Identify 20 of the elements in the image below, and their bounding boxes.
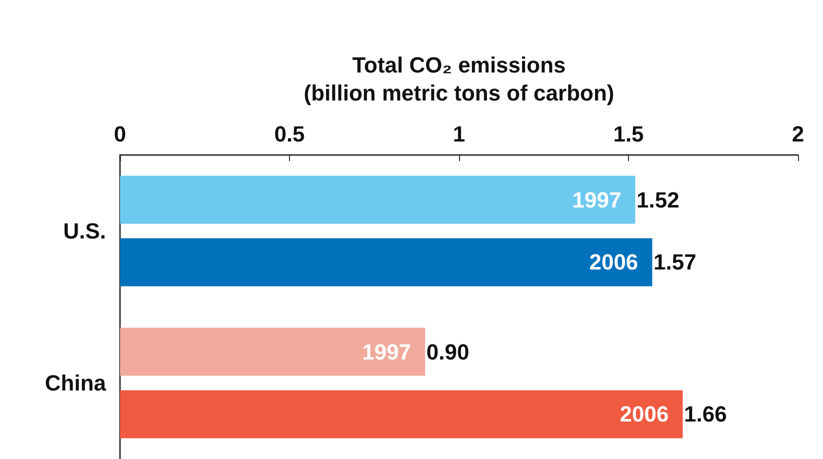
- x-axis-title: Total CO₂ emissions (billion metric tons of carbon): [304, 52, 614, 106]
- series-label: 2006: [589, 250, 638, 275]
- y-tick-label: U.S.: [63, 218, 106, 244]
- text: 2006: [620, 402, 669, 427]
- x-tick-label: 0.5: [274, 122, 305, 146]
- bar: [120, 238, 652, 286]
- text: 1997: [362, 339, 412, 364]
- x-tick-label: 1: [452, 122, 466, 146]
- x-tick-label: 1.5: [613, 122, 644, 146]
- data-label: 0.90: [426, 339, 470, 364]
- data-label: 1.52: [636, 187, 680, 212]
- bar: [120, 328, 426, 376]
- x-tick-label: 2: [792, 122, 804, 146]
- data-label: 1.57: [654, 250, 696, 275]
- bar: [120, 176, 636, 224]
- series-label: 1997: [572, 187, 622, 212]
- data-label: 1.66: [684, 402, 727, 427]
- y-tick-label: China: [44, 370, 107, 396]
- x-tick-label: 0: [114, 122, 126, 146]
- bar: [120, 390, 683, 438]
